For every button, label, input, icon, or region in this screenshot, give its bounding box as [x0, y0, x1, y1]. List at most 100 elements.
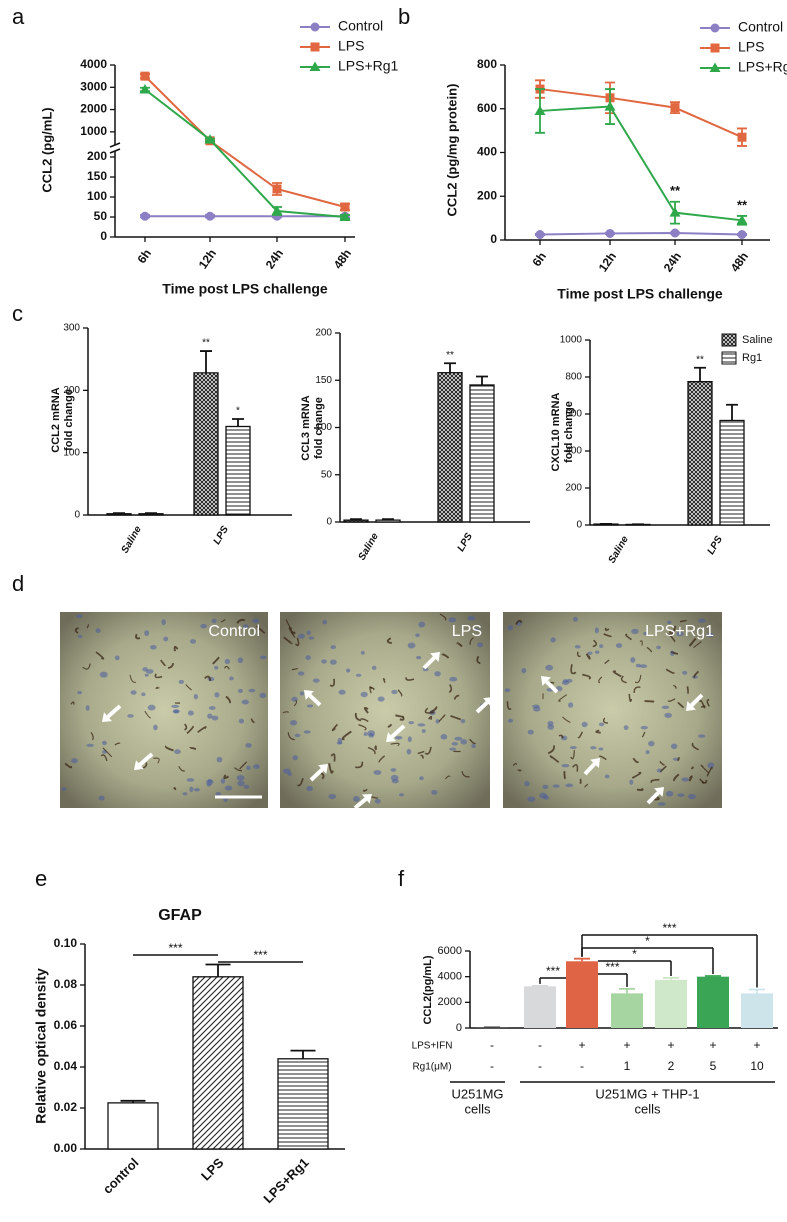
error-bar	[574, 959, 590, 962]
nucleus	[452, 742, 458, 746]
bar	[344, 520, 368, 522]
nucleus	[77, 691, 82, 694]
panel-label: f	[398, 866, 405, 891]
group-label: cells	[464, 1101, 491, 1116]
nucleus	[567, 679, 573, 683]
chart-title: GFAP	[158, 907, 202, 924]
legend-marker	[311, 43, 320, 52]
group-label: U251MG	[451, 1086, 503, 1101]
nucleus	[76, 614, 82, 618]
nucleus	[395, 736, 403, 740]
bar	[278, 1059, 328, 1149]
nucleus	[225, 786, 233, 791]
bar	[741, 993, 773, 1028]
nucleus	[707, 762, 714, 768]
significance-label: ***	[253, 948, 267, 962]
nucleus	[115, 656, 120, 661]
nucleus	[214, 666, 218, 670]
row-cell: 10	[750, 1059, 764, 1073]
y-axis-label: CCL3 mRNA	[300, 395, 312, 460]
bar	[611, 993, 643, 1028]
nucleus	[214, 692, 219, 697]
x-tick-label: LPS	[212, 524, 231, 547]
nucleus	[408, 721, 414, 724]
y-tick-label: 200	[87, 149, 107, 163]
nucleus	[225, 659, 230, 664]
nucleus	[189, 787, 193, 793]
row-cell: -	[538, 1038, 542, 1052]
astrocyte-process	[692, 767, 693, 769]
nucleus	[646, 750, 650, 754]
y-axis-label: CCL2(pg/mL)	[422, 955, 434, 1024]
nucleus	[582, 722, 588, 727]
nucleus	[238, 689, 243, 693]
x-axis-label: Time post LPS challenge	[162, 281, 328, 297]
nucleus	[599, 747, 604, 750]
y-tick-label: 0	[490, 232, 497, 246]
nucleus	[361, 692, 368, 697]
row-cell: -	[538, 1059, 542, 1073]
nucleus	[616, 643, 622, 648]
point	[141, 212, 150, 221]
y-tick-label: 600	[477, 101, 497, 115]
nucleus	[142, 667, 147, 671]
nucleus	[636, 664, 641, 668]
nucleus	[253, 764, 260, 769]
y-tick-label: 0.02	[54, 1100, 78, 1114]
significance-label: *	[236, 406, 240, 417]
nucleus	[505, 688, 511, 692]
y-tick-label: 4000	[80, 57, 107, 71]
legend-marker	[311, 23, 320, 32]
panel-label: a	[12, 4, 25, 29]
nucleus	[330, 660, 337, 665]
nucleus	[419, 776, 424, 780]
row-cell: -	[580, 1059, 584, 1073]
nucleus	[448, 617, 456, 622]
nucleus	[361, 651, 365, 655]
error-bar	[382, 519, 394, 520]
y-tick-label: 800	[477, 57, 497, 71]
bar	[108, 1103, 158, 1149]
row-cell: 1	[624, 1059, 631, 1073]
nucleus	[656, 646, 661, 650]
legend-marker	[711, 24, 720, 33]
group-label: cells	[634, 1101, 661, 1116]
nucleus	[313, 679, 320, 683]
y-tick-label: 400	[477, 145, 497, 159]
nucleus	[605, 775, 610, 779]
x-tick-label: control	[100, 1155, 142, 1197]
nucleus	[666, 791, 673, 797]
bar	[376, 520, 400, 522]
nucleus	[174, 749, 181, 754]
nucleus	[141, 692, 145, 696]
error-bar	[350, 519, 362, 520]
nucleus	[338, 738, 343, 744]
nucleus	[292, 755, 297, 760]
y-tick-label: 200	[315, 328, 332, 339]
nucleus	[658, 802, 666, 806]
error-bar	[663, 978, 679, 980]
bar	[470, 385, 494, 522]
nucleus	[298, 634, 305, 639]
row-cell: 5	[710, 1059, 717, 1073]
x-tick-label: 48h	[331, 247, 354, 272]
x-tick-label: Saline	[607, 534, 631, 565]
nucleus	[631, 629, 639, 634]
nucleus	[173, 709, 180, 713]
significance-label: ***	[662, 921, 676, 935]
nucleus	[209, 706, 216, 710]
legend-label: Rg1	[742, 352, 762, 364]
error-bar	[291, 1051, 316, 1059]
bar	[688, 382, 712, 525]
nucleus	[688, 794, 696, 800]
nucleus	[648, 741, 655, 746]
nucleus	[244, 785, 249, 789]
x-tick-label: LPS+Rg1	[260, 1155, 311, 1206]
legend-label: Control	[338, 18, 383, 34]
nucleus	[298, 671, 304, 675]
nucleus	[144, 630, 149, 636]
series-line	[145, 90, 345, 217]
nucleus	[259, 693, 266, 698]
nucleus	[681, 778, 689, 782]
nucleus	[449, 748, 456, 751]
